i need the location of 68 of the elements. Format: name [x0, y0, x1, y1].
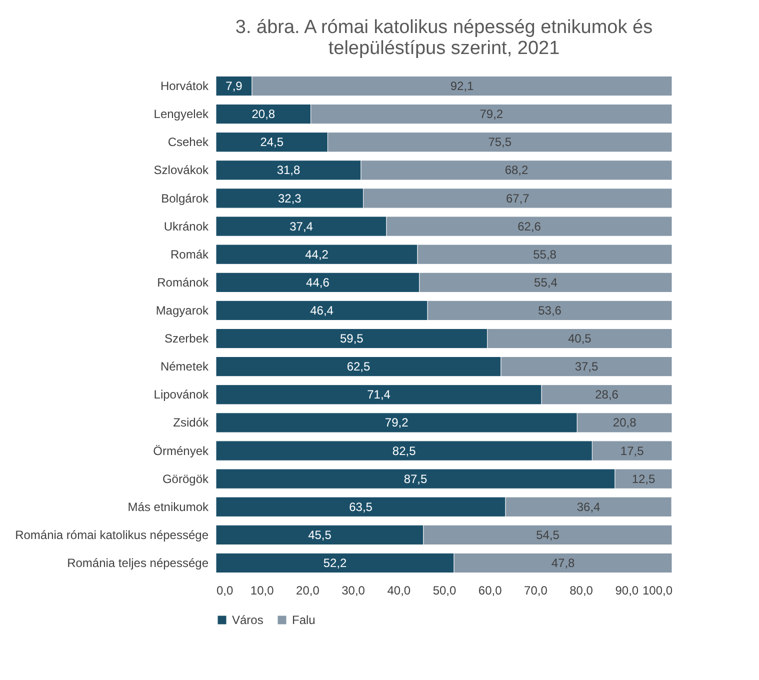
y-tick-label: Görögök	[162, 472, 210, 486]
data-label: 75,5	[488, 135, 512, 150]
data-label: 31,8	[276, 163, 301, 178]
legend-label: Falu	[292, 613, 316, 627]
data-label: 12,5	[632, 472, 656, 486]
y-tick-label: Szlovákok	[154, 163, 210, 178]
data-label: 87,5	[404, 472, 428, 486]
data-label: 62,6	[518, 219, 542, 234]
data-label: 44,6	[306, 275, 330, 290]
x-tick-label: 0,0	[216, 584, 234, 598]
data-label: 63,5	[349, 500, 373, 514]
data-label: 59,5	[340, 332, 364, 346]
y-tick-label: Románia római katolikus népessége	[15, 528, 209, 542]
data-label: 52,2	[323, 556, 348, 570]
chart-title: 3. ábra. A római katolikus népesség etnikumok és településtípus szerint, 2021	[235, 17, 653, 59]
data-label: 20,8	[252, 107, 276, 122]
y-tick-label: Románia teljes népessége	[67, 556, 209, 570]
data-label: 44,2	[305, 247, 329, 262]
x-tick-label: 10,0	[250, 584, 274, 598]
data-label: 28,6	[595, 388, 619, 402]
x-tick-label: 60,0	[478, 584, 502, 598]
y-tick-label: Más etnikumok	[128, 500, 210, 514]
y-tick-label: Zsidók	[173, 416, 210, 430]
y-tick-label: Romák	[170, 247, 210, 262]
x-tick-label: 40,0	[387, 584, 411, 598]
data-label: 45,5	[308, 528, 332, 542]
x-tick-label: 80,0	[570, 584, 594, 598]
data-label: 71,4	[367, 388, 391, 402]
data-label: 37,5	[574, 360, 598, 374]
data-label: 55,4	[534, 275, 558, 290]
legend-label: Város	[232, 613, 264, 627]
data-label: 17,5	[620, 444, 644, 458]
data-label: 79,2	[480, 107, 504, 122]
y-tick-label: Magyarok	[156, 303, 210, 318]
data-label: 20,8	[612, 416, 637, 430]
data-label: 54,5	[536, 528, 560, 542]
y-tick-label: Szerbek	[164, 332, 210, 346]
y-tick-label: Lipovánok	[154, 388, 210, 402]
data-label: 82,5	[392, 444, 416, 458]
data-label: 40,5	[568, 332, 592, 346]
x-tick-label: 100,0	[642, 584, 673, 598]
y-tick-label: Bolgárok	[161, 191, 210, 206]
x-tick-label: 70,0	[524, 584, 548, 598]
data-label: 36,4	[576, 500, 601, 514]
y-tick-label: Románok	[157, 275, 210, 290]
y-tick-label: Horvátok	[160, 79, 210, 94]
data-label: 55,8	[533, 247, 557, 262]
y-tick-label: Ukránok	[164, 219, 210, 234]
data-label: 68,2	[504, 163, 529, 178]
data-label: 79,2	[384, 416, 409, 430]
data-label: 7,9	[226, 79, 243, 94]
data-label: 53,6	[538, 303, 562, 318]
data-label: 32,3	[278, 191, 302, 206]
y-tick-label: Lengyelek	[154, 107, 210, 122]
x-tick-label: 30,0	[342, 584, 366, 598]
data-label: 46,4	[310, 303, 334, 318]
y-tick-label: Örmények	[153, 444, 210, 458]
data-label: 37,4	[290, 219, 314, 234]
data-label: 62,5	[346, 360, 370, 374]
x-tick-label: 90,0	[615, 584, 639, 598]
data-label: 24,5	[260, 135, 284, 150]
x-tick-label: 50,0	[432, 584, 456, 598]
y-tick-label: Németek	[160, 360, 210, 374]
data-label: 67,7	[506, 191, 530, 206]
x-tick-label: 20,0	[296, 584, 320, 598]
y-tick-label: Csehek	[168, 135, 210, 150]
data-label: 47,8	[551, 556, 576, 570]
data-label: 92,1	[450, 79, 474, 94]
